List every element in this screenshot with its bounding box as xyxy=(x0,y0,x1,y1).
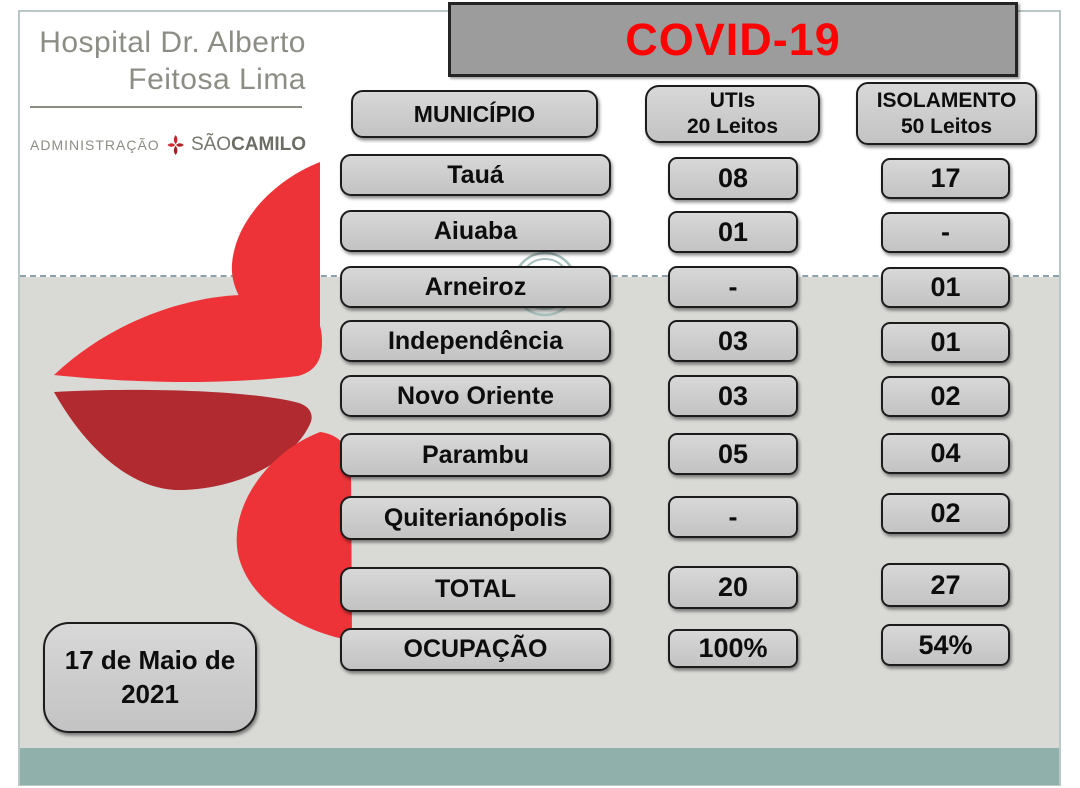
column-header-utis-line1: UTIs xyxy=(709,89,756,113)
hospital-name: Hospital Dr. Alberto Feitosa Lima xyxy=(30,24,306,98)
total-iso-value: 27 xyxy=(930,569,961,600)
uti-value-cell: 03 xyxy=(668,320,798,362)
municipality-label: Independência xyxy=(387,326,564,355)
iso-value: 01 xyxy=(930,272,961,302)
municipality-label: Parambu xyxy=(422,440,529,469)
municipality-cell: Parambu xyxy=(340,433,611,477)
total-uti-cell: 20 xyxy=(668,566,798,609)
date-line1: 17 de Maio de xyxy=(64,644,236,675)
column-header-municipio: MUNICÍPIO xyxy=(351,90,598,138)
iso-value: 01 xyxy=(930,327,961,357)
uti-value-cell: 01 xyxy=(668,211,798,253)
brand-camilo-bold: CAMILO xyxy=(231,134,306,155)
municipality-cell: Independência xyxy=(340,320,611,362)
column-header-utis: UTIs 20 Leitos xyxy=(645,85,820,143)
occupancy-uti-cell: 100% xyxy=(668,629,798,668)
iso-value-cell: 02 xyxy=(881,493,1010,534)
brand-sao-light: SÃO xyxy=(190,134,232,155)
municipality-cell: Arneiroz xyxy=(340,266,611,308)
municipality-label: Tauá xyxy=(447,160,504,189)
iso-value: 02 xyxy=(930,498,961,528)
uti-value: 08 xyxy=(717,163,749,193)
hospital-branding: Hospital Dr. Alberto Feitosa Lima ADMINI… xyxy=(30,24,306,166)
brand-divider-line xyxy=(30,106,302,108)
uti-value: - xyxy=(728,271,738,302)
municipality-cell: Aiuaba xyxy=(340,210,611,252)
iso-value-cell: 01 xyxy=(881,322,1010,363)
total-label: TOTAL xyxy=(434,575,516,603)
uti-value-cell: - xyxy=(668,496,798,538)
iso-value: - xyxy=(941,217,950,247)
occupancy-label: OCUPAÇÃO xyxy=(403,635,548,663)
hospital-name-line2: Feitosa Lima xyxy=(128,63,306,96)
municipality-cell: Tauá xyxy=(340,154,611,196)
total-uti-value: 20 xyxy=(717,572,749,602)
occupancy-uti-value: 100% xyxy=(698,633,768,663)
occupancy-iso-cell: 54% xyxy=(881,624,1010,666)
occupancy-iso-value: 54% xyxy=(918,629,973,660)
column-header-isolamento: ISOLAMENTO 50 Leitos xyxy=(856,82,1037,145)
column-header-utis-line2: 20 Leitos xyxy=(686,115,779,138)
uti-value: 01 xyxy=(717,216,749,247)
uti-value: - xyxy=(728,501,738,532)
hospital-name-line1: Hospital Dr. Alberto xyxy=(39,26,306,59)
iso-value: 02 xyxy=(930,381,961,411)
column-header-isolamento-line1: ISOLAMENTO xyxy=(876,88,1017,112)
date-box: 17 de Maio de 2021 xyxy=(43,622,257,733)
municipality-cell: Quiterianópolis xyxy=(340,496,611,540)
occupancy-label-cell: OCUPAÇÃO xyxy=(340,628,611,671)
iso-value-cell: 02 xyxy=(881,376,1010,417)
sao-camilo-logo-icon xyxy=(167,135,184,155)
footer-bar xyxy=(20,748,1059,785)
uti-value: 05 xyxy=(717,438,749,469)
uti-value-cell: 08 xyxy=(668,157,798,200)
iso-value-cell: 01 xyxy=(881,267,1010,308)
column-header-isolamento-line2: 50 Leitos xyxy=(900,114,993,138)
column-header-municipio-label: MUNICÍPIO xyxy=(413,100,536,127)
total-label-cell: TOTAL xyxy=(340,567,611,612)
covid-title: COVID-19 xyxy=(625,13,841,65)
brand-wordmark: SÃOCAMILO xyxy=(191,134,306,156)
uti-value: 03 xyxy=(717,380,749,411)
administration-label: ADMINISTRAÇÃO xyxy=(30,137,160,153)
uti-value: 03 xyxy=(717,325,749,356)
administration-row: ADMINISTRAÇÃO SÃOCAMILO xyxy=(30,124,306,166)
iso-value: 17 xyxy=(930,163,961,193)
municipality-label: Quiterianópolis xyxy=(383,503,568,532)
uti-value-cell: - xyxy=(668,266,798,308)
municipality-label: Arneiroz xyxy=(424,272,527,301)
covid-banner: COVID-19 xyxy=(448,2,1018,77)
municipality-label: Novo Oriente xyxy=(397,381,554,410)
uti-value-cell: 03 xyxy=(668,375,798,417)
iso-value-cell: 04 xyxy=(881,433,1010,474)
date-line2: 2021 xyxy=(121,678,179,709)
iso-value: 04 xyxy=(930,438,961,468)
municipality-label: Aiuaba xyxy=(433,216,518,245)
municipality-cell: Novo Oriente xyxy=(340,375,611,417)
iso-value-cell: 17 xyxy=(881,158,1010,199)
total-iso-cell: 27 xyxy=(881,563,1010,607)
iso-value-cell: - xyxy=(881,212,1010,253)
uti-value-cell: 05 xyxy=(668,433,798,475)
